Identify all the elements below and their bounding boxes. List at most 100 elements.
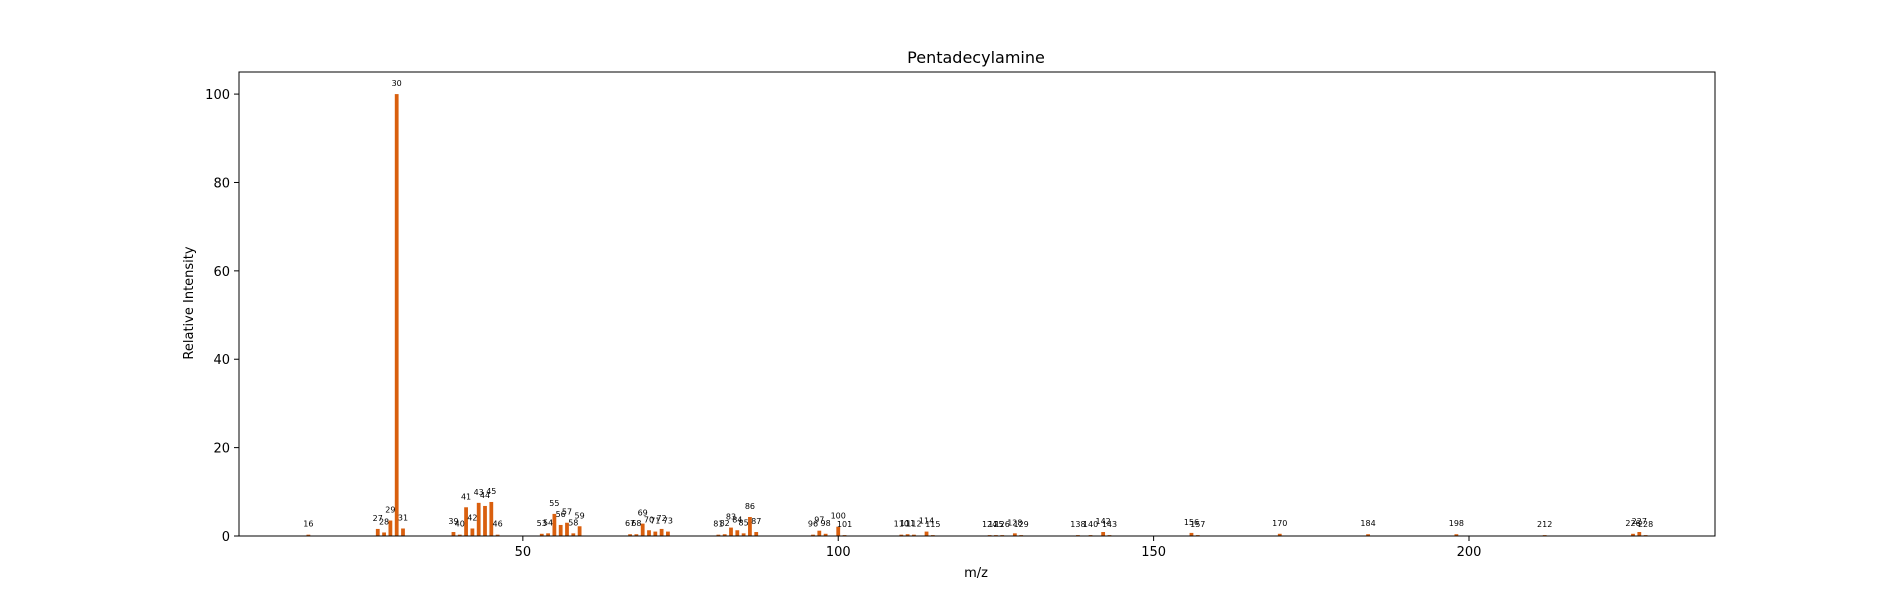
spectrum-bar	[306, 534, 311, 536]
y-tick-label: 100	[205, 88, 230, 103]
spectrum-bar	[735, 530, 740, 536]
peak-label: 156	[1184, 518, 1199, 527]
spectrum-bar	[552, 513, 557, 536]
peak-label: 114	[919, 517, 934, 526]
spectrum-bar	[1012, 533, 1017, 536]
peak-label: 56	[556, 510, 566, 519]
peak-label: 198	[1449, 519, 1464, 528]
peak-label: 100	[831, 512, 846, 521]
peak-label: 81	[713, 520, 723, 529]
peak-label: 54	[543, 518, 553, 527]
peak-label: 143	[1102, 520, 1117, 529]
spectrum-bar	[666, 531, 670, 536]
spectrum-bar	[464, 507, 468, 536]
peak-label: 96	[808, 520, 818, 529]
peak-label: 41	[461, 492, 471, 501]
peak-label: 124	[982, 520, 997, 529]
peak-label: 72	[657, 514, 667, 523]
spectrum-bar	[1637, 532, 1642, 536]
peak-label: 84	[732, 515, 742, 524]
peak-label: 42	[467, 513, 477, 522]
spectrum-bar	[489, 501, 494, 536]
spectrum-bar	[722, 534, 727, 536]
spectrum-bar	[451, 532, 456, 536]
spectrum-bar	[565, 522, 569, 536]
peak-label: 83	[726, 513, 736, 522]
spectrum-bar	[539, 533, 544, 536]
spectrum-bar	[483, 505, 487, 536]
peak-label: 57	[562, 508, 572, 517]
peak-label: 128	[1007, 518, 1022, 527]
spectrum-bar	[394, 94, 399, 536]
peak-label: 85	[739, 518, 749, 527]
peak-label: 59	[575, 511, 585, 520]
spectrum-bar	[457, 534, 462, 536]
spectrum-bar	[1631, 533, 1635, 536]
spectrum-bar	[716, 534, 721, 536]
peak-label: 69	[638, 509, 648, 518]
peak-label: 29	[385, 506, 395, 515]
spectrum-bar	[817, 530, 822, 536]
peak-label: 140	[1083, 520, 1098, 529]
spectrum-bar	[659, 528, 664, 536]
spectrum-bar	[388, 520, 393, 536]
x-tick-label: 50	[515, 545, 532, 560]
peak-label: 170	[1272, 519, 1287, 528]
spectrum-bar	[905, 534, 910, 536]
peak-label: 68	[631, 519, 641, 528]
peak-label: 67	[625, 519, 635, 528]
peak-label: 228	[1638, 520, 1653, 529]
peak-label: 101	[837, 520, 852, 529]
spectrum-bar	[748, 516, 752, 536]
peak-label: 226	[1625, 519, 1640, 528]
spectrum-bar	[653, 531, 658, 536]
plot-frame	[238, 71, 1716, 537]
peak-label: 184	[1360, 519, 1375, 528]
y-tick-label: 40	[213, 353, 230, 368]
spectrum-bar	[558, 524, 563, 536]
spectrum-bar	[811, 534, 815, 536]
spectrum-bar	[647, 530, 651, 536]
peak-label: 55	[549, 499, 559, 508]
peak-label: 98	[821, 519, 831, 528]
peak-label: 125	[988, 520, 1003, 529]
peak-label: 70	[644, 515, 654, 524]
peak-label: 40	[455, 520, 465, 529]
spectrum-bar	[546, 533, 550, 536]
spectrum-bar	[571, 533, 576, 536]
peak-label: 44	[480, 491, 490, 500]
spectrum-bar	[1189, 532, 1194, 536]
x-axis-label: m/z	[964, 566, 988, 581]
chart-title: Pentadecylamine	[907, 48, 1045, 67]
peak-label: 28	[379, 517, 389, 526]
spectrum-bar	[912, 534, 916, 536]
peak-label: 71	[650, 517, 660, 526]
peak-label: 142	[1096, 517, 1111, 526]
spectrum-bars	[306, 94, 1648, 536]
peak-label: 97	[814, 516, 824, 525]
peak-label: 227	[1632, 517, 1647, 526]
peak-label: 112	[906, 520, 921, 529]
peak-label: 115	[925, 520, 940, 529]
peak-label: 39	[448, 517, 458, 526]
y-tick-label: 80	[213, 176, 230, 191]
peak-label: 110	[894, 520, 909, 529]
spectrum-bar	[1101, 532, 1106, 536]
peak-label: 111	[900, 519, 915, 528]
peak-label: 86	[745, 502, 755, 511]
spectrum-bar	[1454, 534, 1459, 536]
x-tick-label: 150	[1141, 545, 1166, 560]
peak-label: 87	[751, 517, 761, 526]
peak-label: 16	[303, 520, 313, 529]
spectrum-bar	[899, 534, 904, 536]
peak-label: 138	[1070, 520, 1085, 529]
spectrum-bar	[628, 534, 632, 536]
peak-label: 27	[373, 514, 383, 523]
peak-label: 31	[398, 513, 408, 522]
peak-label: 126	[995, 520, 1010, 529]
peak-label: 129	[1014, 520, 1029, 529]
y-tick-label: 20	[213, 442, 230, 457]
spectrum-bar	[634, 534, 639, 536]
